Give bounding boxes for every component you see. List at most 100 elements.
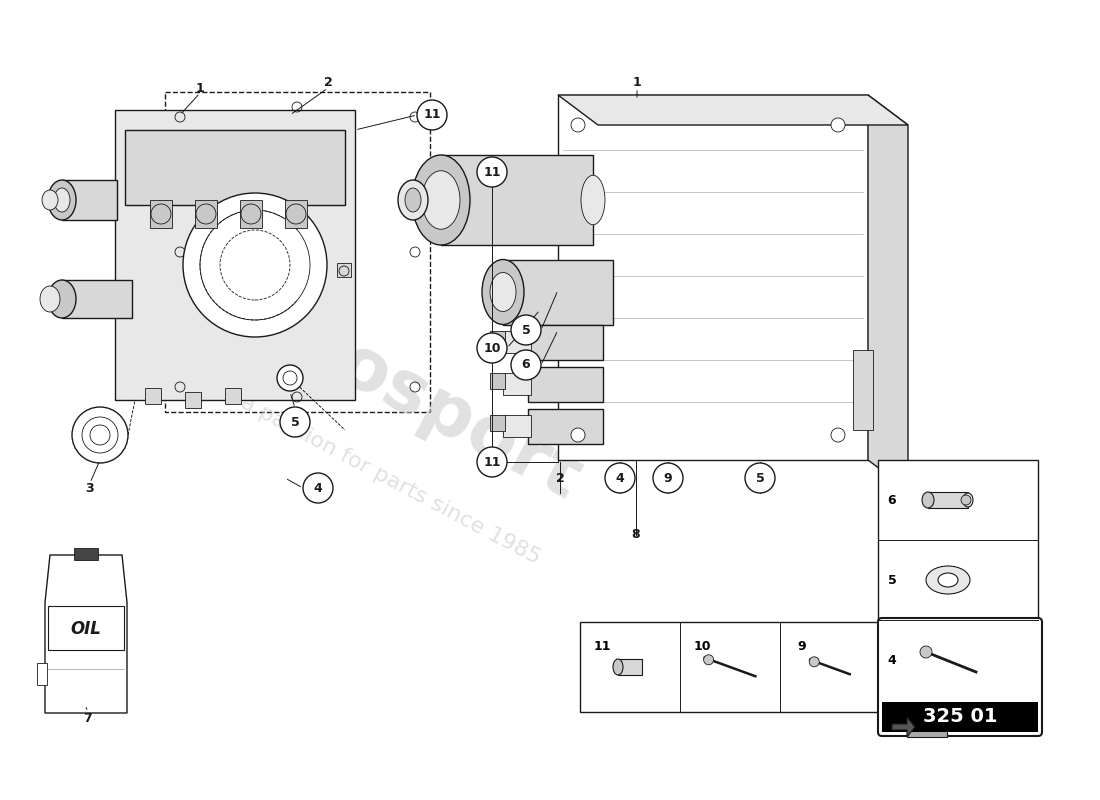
Bar [503, 373, 531, 395]
Ellipse shape [54, 188, 70, 212]
Bar [503, 331, 531, 353]
Text: 4: 4 [616, 471, 625, 485]
Circle shape [745, 463, 776, 493]
Bar [150, 200, 172, 228]
FancyBboxPatch shape [878, 618, 1042, 736]
Text: 7: 7 [84, 711, 92, 725]
Ellipse shape [482, 259, 524, 325]
Text: 6: 6 [521, 358, 530, 371]
Text: 11: 11 [483, 166, 500, 178]
Text: 4: 4 [314, 482, 322, 494]
Polygon shape [892, 717, 915, 737]
Text: 2: 2 [323, 75, 332, 89]
Bar [503, 260, 613, 325]
Ellipse shape [613, 659, 623, 675]
Circle shape [477, 333, 507, 363]
Text: 1: 1 [196, 82, 205, 94]
Bar [62, 280, 132, 318]
Text: eurosport: eurosport [207, 266, 593, 514]
Ellipse shape [42, 190, 58, 210]
Circle shape [920, 646, 932, 658]
Text: 9: 9 [663, 471, 672, 485]
Text: a passion for parts since 1985: a passion for parts since 1985 [236, 392, 543, 568]
Bar [558, 95, 868, 460]
Text: 6: 6 [888, 494, 896, 506]
Ellipse shape [581, 175, 605, 225]
Bar [908, 727, 947, 737]
Text: 3: 3 [86, 482, 95, 494]
Ellipse shape [405, 188, 421, 212]
Circle shape [417, 100, 447, 130]
Ellipse shape [922, 492, 934, 508]
Bar [195, 200, 217, 228]
Circle shape [280, 407, 310, 437]
Bar [528, 409, 603, 444]
Bar [125, 130, 345, 205]
Ellipse shape [40, 286, 60, 312]
Ellipse shape [398, 180, 428, 220]
Circle shape [477, 447, 507, 477]
Text: 5: 5 [888, 574, 896, 586]
Bar [896, 710, 951, 724]
Bar [852, 350, 873, 430]
Text: 1: 1 [632, 75, 641, 89]
Circle shape [302, 473, 333, 503]
Text: 2: 2 [556, 471, 564, 485]
Bar [528, 325, 603, 360]
Circle shape [810, 657, 820, 667]
Polygon shape [45, 555, 126, 713]
Ellipse shape [938, 573, 958, 587]
Ellipse shape [926, 566, 970, 594]
Bar [62, 180, 117, 220]
Circle shape [830, 428, 845, 442]
Circle shape [961, 495, 971, 505]
Bar [618, 659, 642, 675]
Ellipse shape [962, 493, 974, 507]
Bar [503, 415, 531, 437]
Bar [240, 200, 262, 228]
Text: 10: 10 [693, 641, 711, 654]
Ellipse shape [412, 155, 470, 245]
Bar [878, 460, 1038, 700]
Text: 8: 8 [631, 529, 640, 542]
Circle shape [830, 118, 845, 132]
Bar [48, 606, 124, 650]
Text: 11: 11 [483, 455, 500, 469]
Bar [580, 622, 880, 712]
Bar [882, 702, 1038, 732]
Bar [285, 200, 307, 228]
Bar [441, 155, 593, 245]
Circle shape [605, 463, 635, 493]
Ellipse shape [48, 180, 76, 220]
Circle shape [72, 407, 128, 463]
Polygon shape [165, 92, 430, 412]
Bar [145, 388, 161, 404]
Circle shape [183, 193, 327, 337]
Bar [528, 367, 603, 402]
Circle shape [704, 654, 714, 665]
Bar [226, 388, 241, 404]
Bar [490, 415, 505, 431]
Polygon shape [558, 95, 908, 125]
Text: 5: 5 [521, 323, 530, 337]
Circle shape [571, 428, 585, 442]
Text: 325 01: 325 01 [923, 707, 998, 726]
Circle shape [571, 118, 585, 132]
Bar [928, 492, 968, 508]
Circle shape [277, 365, 302, 391]
Text: 5: 5 [290, 415, 299, 429]
Text: 10: 10 [483, 342, 500, 354]
Bar [490, 373, 505, 389]
Ellipse shape [422, 170, 460, 230]
Text: OIL: OIL [70, 620, 101, 638]
Ellipse shape [490, 273, 516, 311]
Circle shape [653, 463, 683, 493]
Bar [37, 662, 47, 685]
Ellipse shape [48, 280, 76, 318]
Text: 11: 11 [424, 109, 441, 122]
Bar [337, 263, 351, 277]
Polygon shape [868, 95, 908, 490]
Circle shape [477, 157, 507, 187]
Circle shape [512, 315, 541, 345]
Circle shape [512, 350, 541, 380]
